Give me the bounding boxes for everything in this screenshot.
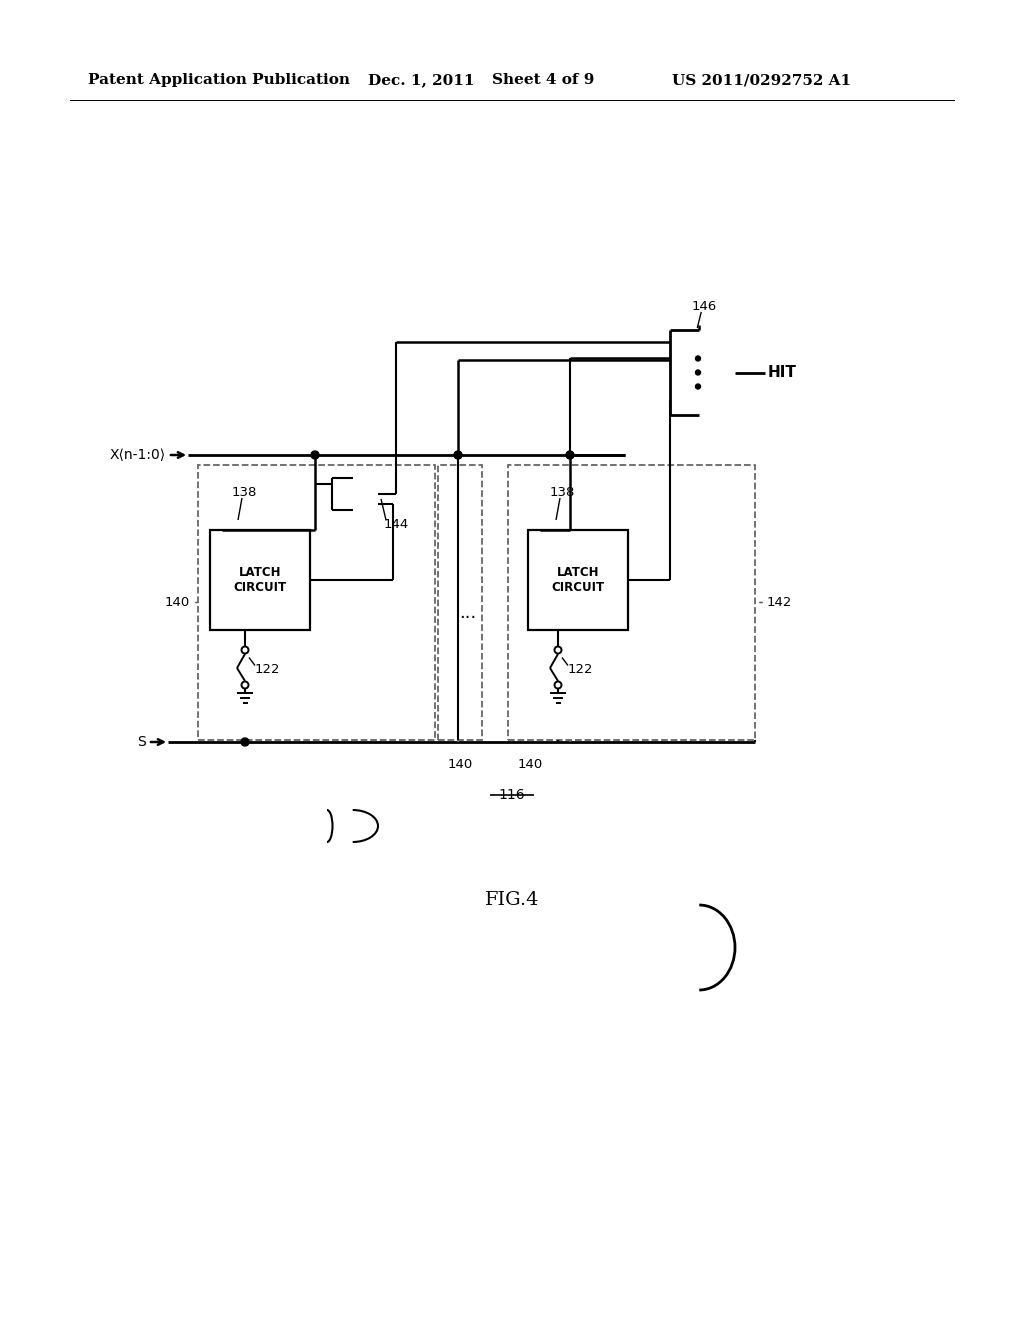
Text: S: S xyxy=(137,735,146,748)
Text: Patent Application Publication: Patent Application Publication xyxy=(88,73,350,87)
Text: 142: 142 xyxy=(767,597,793,609)
Text: 116: 116 xyxy=(499,788,525,803)
Text: 122: 122 xyxy=(255,663,281,676)
Circle shape xyxy=(695,370,700,375)
Text: Dec. 1, 2011: Dec. 1, 2011 xyxy=(368,73,474,87)
Circle shape xyxy=(695,384,700,389)
Text: 144: 144 xyxy=(384,517,410,531)
Bar xyxy=(508,465,755,741)
Text: HIT: HIT xyxy=(768,366,797,380)
Text: ...: ... xyxy=(460,603,476,622)
Circle shape xyxy=(454,451,462,459)
Text: FIG.4: FIG.4 xyxy=(484,891,540,909)
Bar xyxy=(198,465,435,741)
Text: 140: 140 xyxy=(517,759,543,771)
Text: 138: 138 xyxy=(232,486,257,499)
Text: Sheet 4 of 9: Sheet 4 of 9 xyxy=(492,73,594,87)
Text: LATCH
CIRCUIT: LATCH CIRCUIT xyxy=(552,566,604,594)
Text: US 2011/0292752 A1: US 2011/0292752 A1 xyxy=(672,73,851,87)
Bar xyxy=(528,531,628,630)
Text: LATCH
CIRCUIT: LATCH CIRCUIT xyxy=(233,566,287,594)
Text: 122: 122 xyxy=(568,663,594,676)
Circle shape xyxy=(241,738,249,746)
Circle shape xyxy=(566,451,574,459)
Bar xyxy=(210,531,310,630)
Circle shape xyxy=(695,356,700,360)
Text: 140: 140 xyxy=(165,597,190,609)
Text: X⟨n-1:0⟩: X⟨n-1:0⟩ xyxy=(110,447,166,462)
Circle shape xyxy=(311,451,319,459)
Bar xyxy=(438,465,482,741)
Text: 138: 138 xyxy=(550,486,575,499)
Text: 140: 140 xyxy=(447,759,473,771)
Text: 146: 146 xyxy=(691,300,717,313)
